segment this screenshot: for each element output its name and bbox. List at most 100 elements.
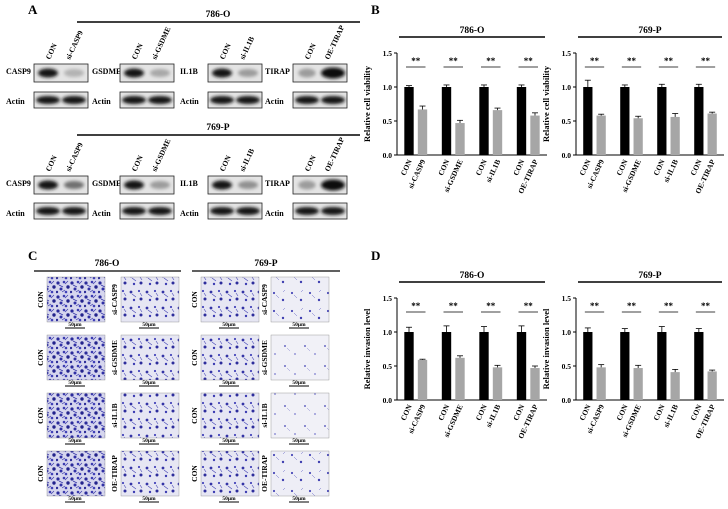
y-tick-label: 0.5 — [383, 117, 393, 126]
y-tick-label: 0.0 — [383, 396, 393, 405]
bar — [583, 87, 593, 155]
bar — [417, 359, 428, 400]
bar — [516, 332, 527, 400]
sig-marker: ** — [664, 301, 674, 311]
blot-lane-label: CON — [44, 41, 59, 60]
sig-marker: ** — [664, 56, 674, 66]
y-tick-label: 1.5 — [383, 294, 393, 303]
chart-title: 786-O — [460, 271, 485, 281]
blot-band — [38, 68, 58, 78]
bar — [530, 115, 540, 155]
blot-band — [295, 207, 319, 215]
y-tick-label: 0.0 — [383, 151, 393, 160]
blot-lane-label: CON — [218, 41, 233, 60]
blot-band — [321, 96, 345, 104]
blot-lane-label: CON — [218, 153, 233, 172]
western-blot-group: CON si-CASP9 CASP9 Actin CON si-CASP9 CASP9 Act… — [6, 23, 348, 220]
bar — [596, 115, 606, 155]
y-tick-label: 0.0 — [562, 151, 572, 160]
blot-band — [321, 67, 345, 79]
blot-band — [148, 207, 172, 215]
chart-title: 769-P — [638, 271, 661, 281]
y-axis-label: Relative invasion level — [541, 308, 551, 389]
y-tick-label: 1.5 — [383, 49, 393, 58]
blot-lane-label: si-CASP9 — [64, 141, 85, 173]
invasion-row-label: CON — [190, 465, 199, 482]
panel-label-d: D — [371, 248, 380, 263]
blot-protein-label: CASP9 — [6, 67, 31, 76]
panel-label-a: A — [28, 2, 38, 17]
scale-bar-label: 50μm — [142, 438, 156, 444]
blot-actin-label: Actin — [92, 97, 111, 106]
bar — [633, 368, 643, 400]
blot-protein-label: IL1B — [180, 67, 198, 76]
invasion-image — [270, 276, 330, 323]
blot-lane-label: CON — [130, 41, 145, 60]
y-tick-label: 1.0 — [562, 83, 572, 92]
blot-protein-label: GSDME — [92, 179, 121, 188]
blot-band — [210, 96, 234, 104]
blot-box — [207, 63, 263, 83]
blot-band — [298, 68, 316, 78]
sig-marker: ** — [449, 56, 459, 66]
y-tick-label: 0.5 — [562, 117, 572, 126]
panel-c-group-786: 786-O — [95, 259, 120, 269]
y-tick-label: 1.5 — [562, 49, 572, 58]
y-tick-label: 0.0 — [562, 396, 572, 405]
invasion-row-label: CON — [36, 465, 45, 482]
bar — [492, 110, 503, 155]
blot-band — [321, 179, 345, 191]
blot-band — [148, 96, 172, 104]
bar — [404, 87, 414, 155]
blot-actin-label: Actin — [265, 97, 284, 106]
blot-band — [150, 69, 170, 77]
y-tick-label: 0.5 — [562, 362, 572, 371]
blot-band — [236, 96, 260, 104]
sig-marker: ** — [627, 56, 637, 66]
scale-bar-label: 50μm — [222, 438, 236, 444]
blot-actin-label: Actin — [180, 209, 199, 218]
bar — [657, 332, 667, 400]
blot-protein-label: TIRAP — [265, 67, 290, 76]
blot-band — [38, 180, 58, 190]
blot-actin-label: Actin — [180, 97, 199, 106]
invasion-row-label: OE-TIRAP — [110, 455, 119, 492]
bar — [455, 357, 465, 400]
blot-band — [210, 207, 234, 215]
blot-protein-label: TIRAP — [265, 179, 290, 188]
bar — [670, 372, 680, 400]
sig-marker: ** — [524, 301, 534, 311]
sig-marker: ** — [701, 56, 711, 66]
invasion-image — [200, 276, 260, 323]
sig-marker: ** — [701, 301, 711, 311]
blot-box — [33, 63, 89, 83]
invasion-image — [120, 276, 180, 323]
blot-protein-label: GSDME — [92, 67, 121, 76]
blot-band — [124, 180, 144, 190]
chart-d-786: 786-O 0.0 0.5 1.0 1.5 Relative invasion level… — [362, 271, 547, 440]
blot-box — [292, 91, 348, 109]
invasion-image — [200, 450, 260, 497]
invasion-row-label: CON — [36, 407, 45, 424]
invasion-row-label: si-GSDME — [260, 340, 269, 375]
invasion-image — [120, 450, 180, 497]
scale-bar-label: 50μm — [222, 322, 236, 328]
blot-band — [122, 96, 146, 104]
bar — [596, 367, 606, 400]
blot-band — [212, 180, 232, 190]
bar — [441, 332, 452, 400]
bar — [479, 332, 489, 400]
blot-band — [124, 68, 144, 78]
bar — [583, 332, 593, 400]
bar — [404, 332, 414, 400]
invasion-image — [46, 450, 106, 497]
blot-actin-label: Actin — [6, 209, 25, 218]
blot-box — [292, 202, 348, 220]
blot-box — [33, 202, 89, 220]
bar — [479, 87, 489, 155]
invasion-row-label: CON — [36, 349, 45, 366]
scale-bar-label: 50μm — [292, 496, 306, 502]
blot-band — [298, 180, 316, 190]
blot-band — [212, 68, 232, 78]
scale-bar-label: 50μm — [68, 380, 82, 386]
